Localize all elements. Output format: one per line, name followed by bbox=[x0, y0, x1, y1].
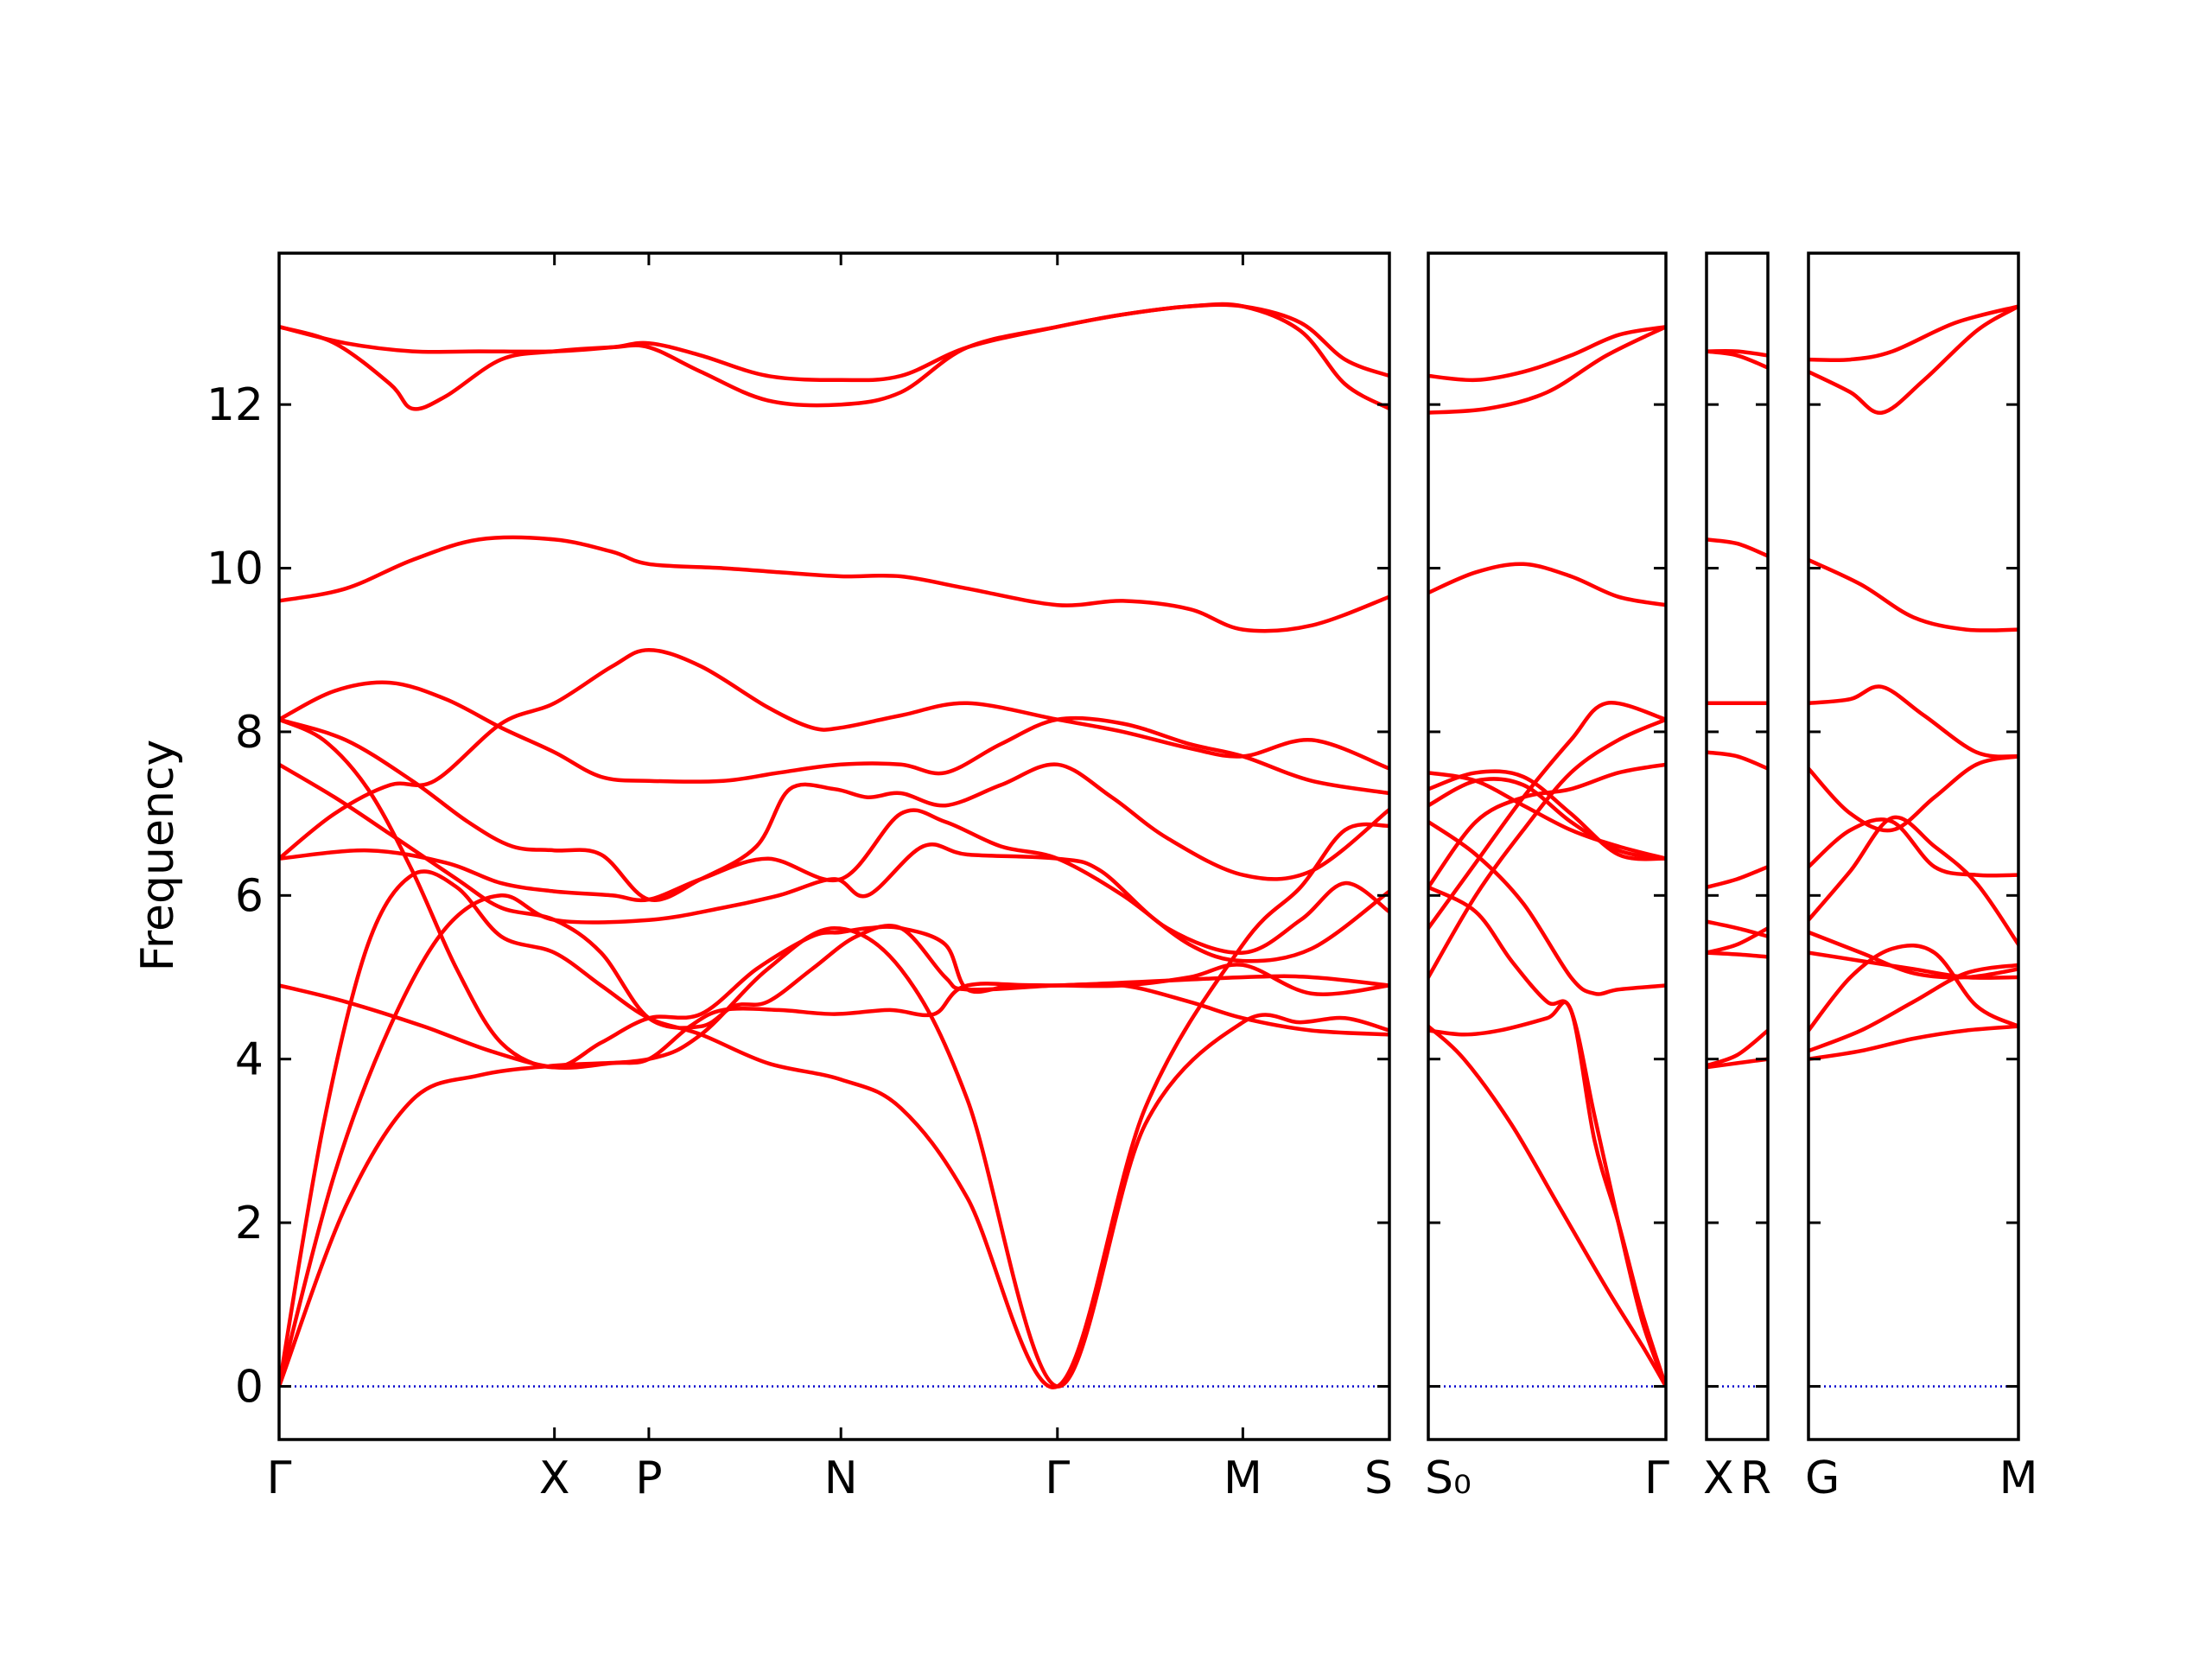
y-tick-label: 6 bbox=[235, 870, 264, 922]
band-optical-5 bbox=[279, 647, 1389, 861]
y-tick-label: 4 bbox=[235, 1034, 264, 1086]
y-tick-label: 10 bbox=[207, 543, 264, 595]
band-acoustic-1 bbox=[1428, 1024, 1666, 1389]
chart-panel-1: 0 2 4 6 8 10 12 Γ X P N Γ M S bbox=[207, 251, 1393, 1504]
x-tick-label: X bbox=[1703, 1452, 1734, 1504]
band-optical-7 bbox=[1428, 769, 1666, 861]
x-tick-label: X bbox=[539, 1452, 570, 1504]
x-tick-label: P bbox=[635, 1452, 662, 1504]
band-band-4 bbox=[1707, 925, 1768, 955]
y-tick-label: 8 bbox=[235, 707, 264, 759]
band-band-5 bbox=[1808, 930, 2018, 980]
band-band-6 bbox=[1707, 864, 1768, 890]
band-band-11 bbox=[1707, 349, 1768, 370]
band-band-1 bbox=[1808, 1024, 2018, 1061]
band-optical-4 bbox=[279, 717, 1389, 1070]
x-tick-label: Γ bbox=[1045, 1452, 1070, 1504]
band-optical-6 bbox=[279, 680, 1389, 796]
band-optical-3 bbox=[1428, 701, 1666, 931]
band-optical-2 bbox=[279, 808, 1389, 963]
band-optical-7 bbox=[279, 717, 1389, 903]
bands-panel-2 bbox=[1428, 324, 1666, 1389]
y-tick-label: 12 bbox=[207, 379, 264, 431]
panel-frame bbox=[1427, 251, 1668, 1441]
band-optical-1 bbox=[279, 974, 1389, 1070]
panel-frame bbox=[277, 251, 1391, 1441]
band-band-4 bbox=[1808, 950, 2018, 980]
band-acoustic-3 bbox=[1428, 1000, 1666, 1389]
band-band-7 bbox=[1707, 750, 1768, 771]
band-acoustic-2 bbox=[1428, 885, 1666, 1389]
x-tick-label: G bbox=[1805, 1452, 1840, 1504]
band-band-6 bbox=[1808, 815, 2018, 947]
band-optical-8 bbox=[279, 535, 1389, 633]
band-band-9 bbox=[1808, 684, 2018, 759]
band-acoustic-2 bbox=[279, 842, 1389, 1389]
bands-panel-3 bbox=[1707, 348, 1768, 1070]
band-band-2 bbox=[1707, 1028, 1768, 1068]
band-optical-6 bbox=[1428, 771, 1666, 861]
band-band-11 bbox=[1808, 304, 2018, 415]
panel-frame bbox=[1807, 251, 2020, 1441]
x-tick-label: S₀ bbox=[1425, 1452, 1471, 1504]
y-axis-label: Frequency bbox=[132, 740, 184, 972]
band-optical-9 bbox=[279, 302, 1389, 411]
x-tick-label: R bbox=[1740, 1452, 1771, 1504]
x-tick-label: M bbox=[1224, 1452, 1262, 1504]
chart-panel-2: S₀ Γ bbox=[1425, 251, 1669, 1504]
band-band-9 bbox=[1707, 537, 1768, 558]
band-band-12 bbox=[1808, 304, 2018, 363]
x-tick-label: M bbox=[1999, 1452, 2038, 1504]
band-band-10 bbox=[1808, 557, 2018, 632]
band-optical-9 bbox=[1428, 324, 1666, 415]
bands-panel-1 bbox=[279, 302, 1389, 1389]
band-band-5 bbox=[1707, 919, 1768, 938]
band-optical-8 bbox=[1428, 562, 1666, 607]
band-band-8 bbox=[1808, 754, 2018, 833]
y-tick-label: 0 bbox=[235, 1361, 264, 1413]
x-tick-label: Γ bbox=[1644, 1452, 1669, 1504]
band-optical-10 bbox=[1428, 324, 1666, 383]
band-optical-3 bbox=[279, 762, 1389, 1037]
band-band-3 bbox=[1707, 950, 1768, 959]
band-optical-4 bbox=[1428, 762, 1666, 890]
band-acoustic-1 bbox=[279, 925, 1389, 1389]
x-tick-label: N bbox=[824, 1452, 858, 1504]
band-acoustic-3 bbox=[279, 822, 1389, 1389]
band-optical-10 bbox=[279, 302, 1389, 383]
band-optical-1 bbox=[1428, 819, 1666, 996]
bands-panel-4 bbox=[1808, 304, 2018, 1061]
x-tick-label: Γ bbox=[267, 1452, 292, 1504]
y-tick-label: 2 bbox=[235, 1198, 264, 1249]
band-band-2 bbox=[1808, 963, 2018, 1053]
panel-frame bbox=[1705, 251, 1770, 1441]
band-band-7 bbox=[1808, 817, 2018, 878]
band-band-3 bbox=[1808, 944, 2018, 1033]
x-tick-label: S bbox=[1364, 1452, 1393, 1504]
